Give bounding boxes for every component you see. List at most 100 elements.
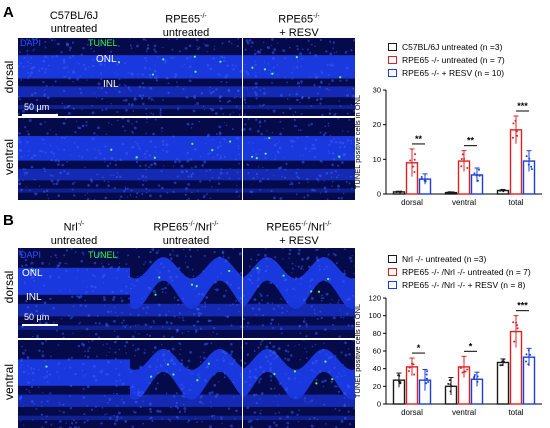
legend-b: Nrl -/- untreated (n =3) RPE65 -/- /Nrl … bbox=[388, 252, 531, 291]
data-point bbox=[516, 327, 519, 330]
data-point bbox=[424, 178, 427, 181]
data-point bbox=[529, 353, 532, 356]
dapi-label-a: DAPI bbox=[20, 38, 42, 48]
legend-swatch bbox=[388, 42, 397, 51]
data-point bbox=[466, 166, 469, 169]
tunel-label-b: TUNEL bbox=[88, 250, 118, 260]
data-point bbox=[525, 353, 528, 356]
column-header-b1: Nrl-/- untreated bbox=[50, 221, 98, 247]
scale-label-a: 50 µm bbox=[24, 102, 50, 112]
column-header-b2: RPE65-/-/Nrl-/- untreated bbox=[153, 221, 219, 247]
column-header-a2: RPE65-/- untreated bbox=[162, 13, 210, 39]
y-tick-label: 100 bbox=[368, 311, 381, 320]
legend-item: C57BL/6J untreated (n =3) bbox=[388, 40, 505, 53]
data-point bbox=[501, 364, 504, 367]
data-point bbox=[449, 383, 452, 386]
legend-swatch bbox=[388, 254, 397, 263]
column-header-a1: C57BL/6J untreated bbox=[49, 10, 99, 35]
data-point bbox=[413, 171, 416, 174]
data-point bbox=[459, 366, 462, 369]
significance-label: ** bbox=[415, 134, 423, 144]
data-point bbox=[447, 191, 450, 194]
data-point bbox=[420, 176, 423, 179]
micrograph-image bbox=[243, 38, 355, 116]
micrograph-image bbox=[243, 248, 355, 338]
data-point bbox=[460, 165, 463, 168]
data-point bbox=[499, 364, 502, 367]
data-point bbox=[407, 370, 410, 373]
data-point bbox=[408, 366, 411, 369]
significance-label: * bbox=[469, 341, 473, 351]
data-point bbox=[473, 172, 476, 175]
scale-bar-a bbox=[22, 114, 58, 116]
x-tick-label: total bbox=[508, 408, 523, 417]
micrograph-image bbox=[243, 118, 355, 200]
y-tick-label: 80 bbox=[373, 329, 381, 338]
onl-label-b: ONL bbox=[22, 268, 43, 279]
data-point bbox=[527, 349, 530, 352]
data-point bbox=[426, 370, 429, 373]
legend-item: RPE65 -/- + RESV (n = 10) bbox=[388, 66, 505, 79]
data-point bbox=[527, 363, 530, 366]
data-point bbox=[528, 157, 531, 160]
x-tick-label: total bbox=[508, 198, 523, 207]
significance-label: * bbox=[417, 343, 421, 353]
y-tick-label: 120 bbox=[368, 294, 381, 303]
y-tick-label: 30 bbox=[373, 86, 381, 95]
data-point bbox=[503, 189, 506, 192]
row-label-a-ventral: ventral bbox=[2, 138, 16, 176]
scale-bar-b bbox=[22, 324, 58, 326]
data-point bbox=[478, 174, 481, 177]
data-point bbox=[413, 158, 416, 161]
data-point bbox=[414, 153, 417, 156]
micrograph-image bbox=[130, 118, 242, 200]
data-point bbox=[425, 373, 428, 376]
data-point bbox=[395, 191, 398, 194]
data-point bbox=[412, 363, 415, 366]
micrograph-image bbox=[130, 38, 242, 116]
data-point bbox=[473, 373, 476, 376]
inl-label-a: INL bbox=[103, 79, 119, 90]
micrograph-image bbox=[130, 248, 242, 338]
row-label-a-dorsal: dorsal bbox=[2, 60, 16, 94]
micrograph-image bbox=[18, 248, 130, 338]
data-point bbox=[399, 382, 402, 385]
data-point bbox=[425, 377, 428, 380]
data-point bbox=[516, 134, 519, 137]
data-point bbox=[530, 165, 533, 168]
inl-label-b: INL bbox=[26, 292, 42, 303]
scale-label-b: 50 µm bbox=[24, 312, 50, 322]
y-tick-label: 60 bbox=[373, 347, 381, 356]
micrograph-image bbox=[18, 118, 130, 200]
data-point bbox=[478, 168, 481, 171]
row-label-b-dorsal: dorsal bbox=[2, 270, 16, 304]
data-point bbox=[473, 375, 476, 378]
y-axis-label: TUNEL positive cells in ONL bbox=[353, 95, 362, 189]
data-point bbox=[502, 360, 505, 363]
data-point bbox=[502, 358, 505, 361]
significance-label: ** bbox=[467, 136, 475, 146]
legend-item: RPE65 -/- /Nrl -/- untreated (n = 7) bbox=[388, 265, 531, 278]
legend-swatch bbox=[388, 68, 397, 77]
data-point bbox=[424, 180, 427, 183]
data-point bbox=[525, 155, 528, 158]
data-point bbox=[464, 370, 467, 373]
column-header-a3: RPE65-/- + RESV bbox=[278, 13, 320, 39]
onl-label-a: ONL bbox=[96, 54, 117, 65]
data-point bbox=[512, 321, 515, 324]
micrograph-image bbox=[243, 340, 355, 428]
data-point bbox=[513, 340, 516, 343]
data-point bbox=[514, 119, 517, 122]
bar-chart-a: TUNEL positive cells in ONL 0 10 20 30 ** dors… bbox=[353, 86, 542, 207]
data-point bbox=[511, 136, 514, 139]
bar bbox=[496, 361, 510, 405]
legend-swatch bbox=[388, 280, 397, 289]
data-point bbox=[476, 375, 479, 378]
data-point bbox=[515, 321, 518, 324]
micrograph-image bbox=[18, 38, 130, 116]
legend-swatch bbox=[388, 55, 397, 64]
data-point bbox=[398, 191, 401, 194]
data-point bbox=[412, 165, 415, 168]
y-tick-label: 40 bbox=[373, 364, 381, 373]
data-point bbox=[501, 360, 504, 363]
